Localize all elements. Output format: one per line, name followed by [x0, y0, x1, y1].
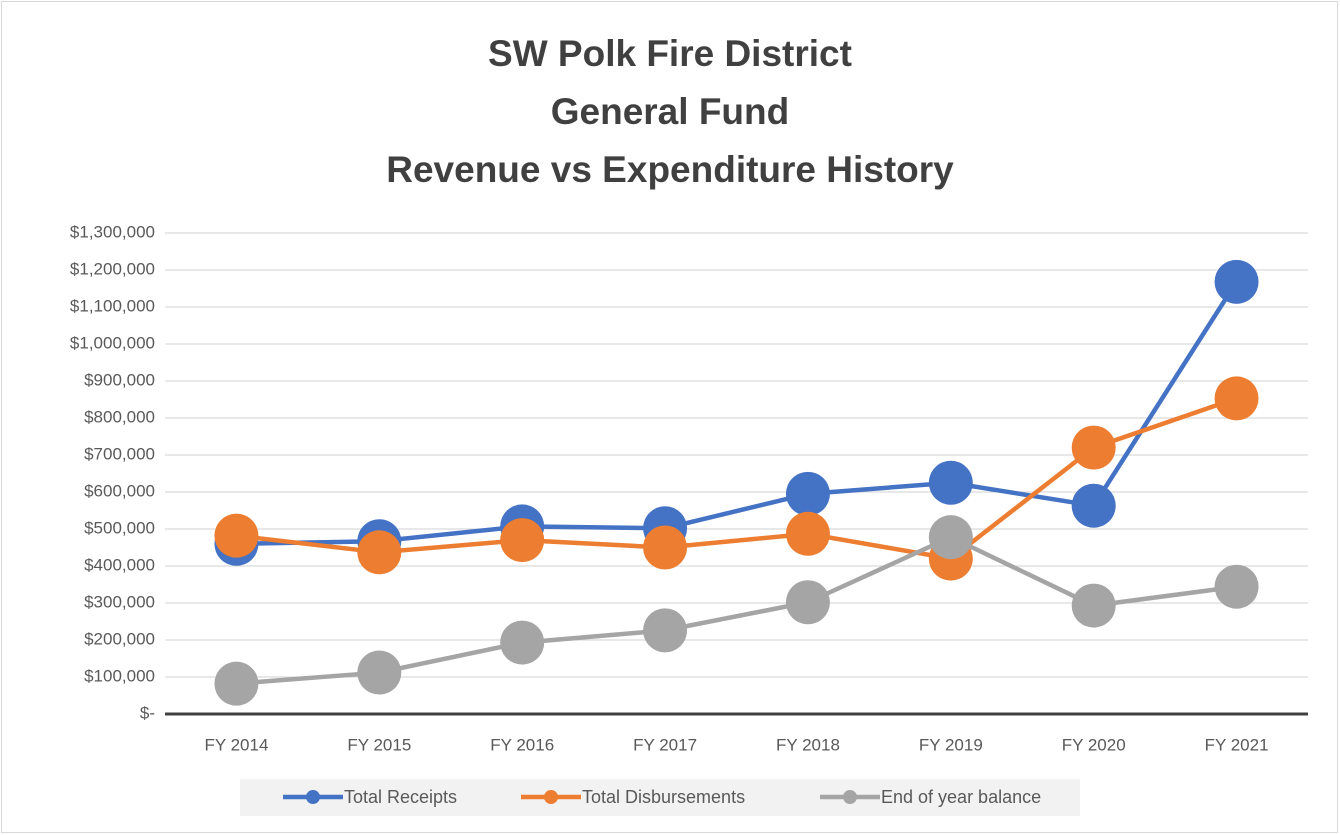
data-point [928, 515, 973, 560]
data-point [214, 513, 259, 558]
data-point [1071, 583, 1116, 628]
x-tick-label: FY 2019 [919, 735, 983, 754]
legend-marker [306, 790, 320, 804]
y-tick-label: $700,000 [84, 444, 155, 463]
data-point [1071, 483, 1116, 528]
chart-title: General Fund [551, 91, 789, 132]
legend-box [240, 779, 1080, 816]
y-tick-label: $300,000 [84, 592, 155, 611]
legend-label: Total Receipts [344, 787, 457, 807]
chart-title: SW Polk Fire District [488, 33, 852, 74]
chart-title: Revenue vs Expenditure History [386, 149, 954, 190]
data-point [357, 650, 402, 695]
y-tick-label: $800,000 [84, 407, 155, 426]
data-point [1214, 376, 1259, 421]
y-tick-label: $- [140, 703, 155, 722]
data-point [1214, 564, 1259, 609]
y-tick-label: $1,200,000 [70, 259, 155, 278]
legend-label: Total Disbursements [582, 787, 745, 807]
data-point [1214, 259, 1259, 304]
data-point [643, 608, 688, 653]
x-tick-label: FY 2017 [633, 735, 697, 754]
data-point [214, 661, 259, 706]
x-tick-label: FY 2020 [1062, 735, 1126, 754]
data-point [785, 471, 830, 516]
legend-label: End of year balance [881, 787, 1041, 807]
data-point [357, 530, 402, 575]
x-tick-label: FY 2014 [204, 735, 268, 754]
data-point [785, 580, 830, 625]
data-point [785, 511, 830, 556]
x-tick-label: FY 2016 [490, 735, 554, 754]
y-tick-label: $600,000 [84, 481, 155, 500]
y-tick-label: $900,000 [84, 370, 155, 389]
data-point [928, 460, 973, 505]
data-point [500, 518, 545, 563]
series-line [236, 396, 1238, 561]
data-point [643, 525, 688, 570]
data-point [1071, 425, 1116, 470]
y-tick-label: $100,000 [84, 666, 155, 685]
legend-marker [544, 790, 558, 804]
x-tick-label: FY 2015 [347, 735, 411, 754]
y-tick-label: $1,000,000 [70, 333, 155, 352]
y-tick-label: $400,000 [84, 555, 155, 574]
x-tick-label: FY 2018 [776, 735, 840, 754]
legend-marker [843, 790, 857, 804]
series-line [236, 280, 1239, 547]
x-tick-label: FY 2021 [1205, 735, 1269, 754]
data-point [500, 620, 545, 665]
y-tick-label: $1,300,000 [70, 222, 155, 241]
y-tick-label: $500,000 [84, 518, 155, 537]
y-tick-label: $1,100,000 [70, 296, 155, 315]
series-line [236, 534, 1237, 686]
y-tick-label: $200,000 [84, 629, 155, 648]
